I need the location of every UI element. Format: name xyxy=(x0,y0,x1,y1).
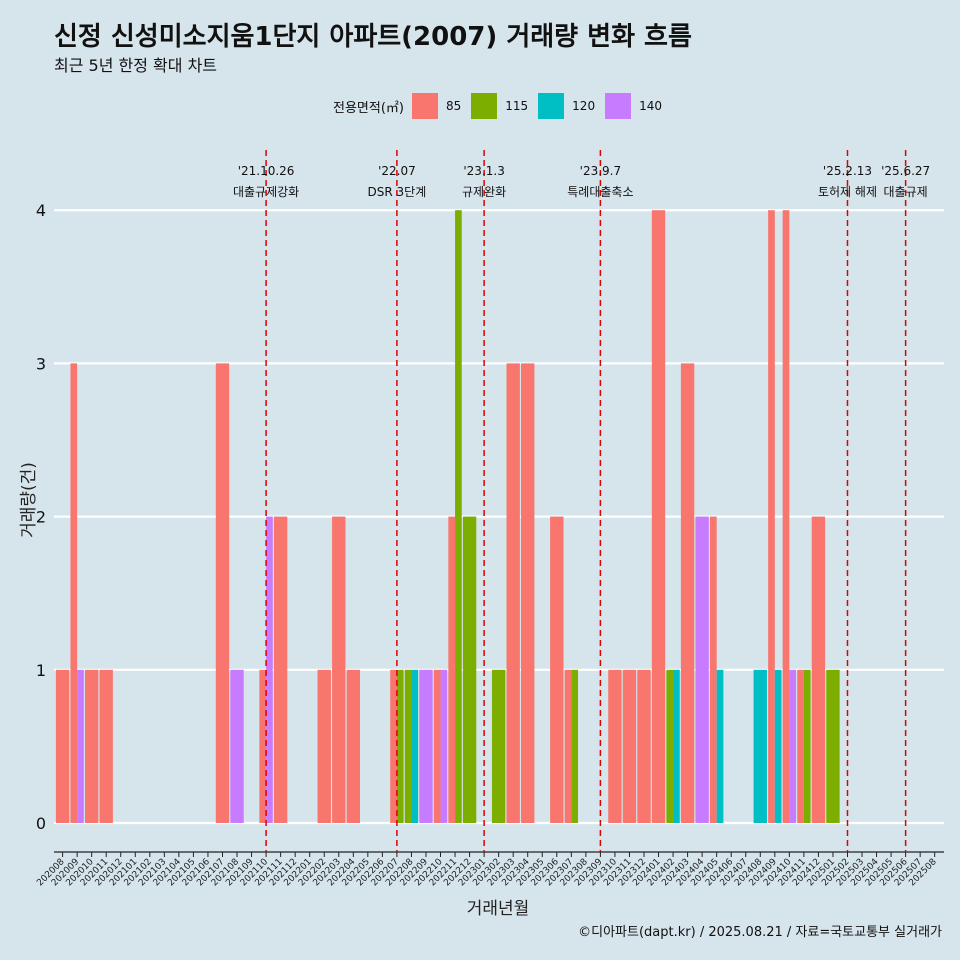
event-date-202502: '25.2.13 xyxy=(823,164,872,178)
bar-120-202402 xyxy=(673,669,680,823)
bar-115-202307 xyxy=(571,669,579,823)
y-tick-label-0: 0 xyxy=(36,814,46,833)
chart-title: 신정 신성미소지움1단지 아파트(2007) 거래량 변화 흐름 xyxy=(54,22,692,52)
chart-subtitle: 최근 5년 한정 확대 차트 xyxy=(54,56,218,75)
bar-140-202404 xyxy=(695,516,709,823)
bar-85-202405 xyxy=(709,516,717,823)
bar-115-202501 xyxy=(826,669,840,823)
bar-115-202212 xyxy=(462,516,477,823)
legend-key-85 xyxy=(411,93,438,119)
bar-85-202410 xyxy=(782,210,790,823)
legend-label-115: 115 xyxy=(505,99,529,113)
bar-140-202009 xyxy=(77,669,84,823)
event-date-202309: '23.9.7 xyxy=(580,164,621,178)
bar-85-202008 xyxy=(55,669,70,823)
event-label-202110: 대출규제강화 xyxy=(233,185,299,199)
bar-140-202209 xyxy=(419,669,433,823)
bar-115-202302 xyxy=(491,669,506,823)
bar-85-202310 xyxy=(608,669,622,823)
event-date-202301: '23.1.3 xyxy=(463,164,504,178)
bar-85-202303 xyxy=(506,363,520,823)
bar-85-202211 xyxy=(448,516,456,823)
event-date-202506: '25.6.27 xyxy=(881,164,930,178)
y-tick-label-2: 2 xyxy=(36,508,46,527)
event-label-202301: 규제완화 xyxy=(462,185,506,199)
bar-85-202210 xyxy=(433,669,441,823)
x-axis-title: 거래년월 xyxy=(467,899,530,919)
legend-item-140: 140 xyxy=(605,93,662,119)
caption: ©디아파트(dapt.kr) / 2025.08.21 / 자료=국토교통부 실… xyxy=(578,925,942,940)
bar-85-202409 xyxy=(768,210,775,823)
bar-85-202202 xyxy=(317,669,331,823)
bar-85-202307 xyxy=(564,669,572,823)
bar-85-202204 xyxy=(346,669,360,823)
bar-85-202107 xyxy=(215,363,230,823)
event-label-202309: 특례대출축소 xyxy=(567,185,633,199)
bar-85-202411 xyxy=(797,669,804,823)
bar-140-202210 xyxy=(440,669,448,823)
event-date-202110: '21.10.26 xyxy=(238,164,295,178)
bar-85-202011 xyxy=(99,669,113,823)
bar-140-202110 xyxy=(266,516,273,823)
bar-85-202111 xyxy=(273,516,288,823)
bar-85-202010 xyxy=(84,669,99,823)
bar-120-202408 xyxy=(753,669,767,823)
bar-85-202203 xyxy=(332,516,346,823)
bar-115-202207 xyxy=(396,669,404,823)
legend-label-85: 85 xyxy=(445,99,462,113)
bar-140-202410 xyxy=(789,669,797,823)
bar-85-202312 xyxy=(637,669,651,823)
bar-85-202009 xyxy=(70,363,78,823)
legend-key-115 xyxy=(471,93,498,119)
legend: 전용면적(㎡) 85 115 120 140 xyxy=(333,93,672,119)
bar-85-202412 xyxy=(811,516,826,823)
bar-85-202403 xyxy=(680,363,695,823)
event-label-202207: DSR 3단계 xyxy=(368,185,427,199)
event-label-202506: 대출규제 xyxy=(884,185,928,199)
event-date-202207: '22.07 xyxy=(378,164,416,178)
bar-85-202207 xyxy=(390,669,397,823)
legend-title: 전용면적(㎡) xyxy=(333,100,404,116)
bar-120-202208 xyxy=(411,669,419,823)
legend-item-85: 85 xyxy=(411,93,462,119)
bar-120-202405 xyxy=(716,669,724,823)
bar-85-202110 xyxy=(259,669,267,823)
legend-key-120 xyxy=(538,93,565,119)
bar-115-202211 xyxy=(455,210,462,823)
bar-115-202208 xyxy=(404,669,412,823)
y-axis-title: 거래량(건) xyxy=(19,462,39,538)
y-tick-label-1: 1 xyxy=(36,661,46,680)
legend-item-115: 115 xyxy=(471,93,528,119)
event-label-202502: 토허제 해제 xyxy=(818,185,877,199)
bar-85-202401 xyxy=(651,210,666,823)
bar-115-202402 xyxy=(666,669,674,823)
legend-label-120: 120 xyxy=(572,99,596,113)
bar-140-202108 xyxy=(230,669,244,823)
bar-115-202411 xyxy=(803,669,811,823)
y-tick-label-3: 3 xyxy=(36,354,46,373)
y-tick-label-4: 4 xyxy=(36,201,46,220)
bar-85-202306 xyxy=(550,516,564,823)
bar-85-202311 xyxy=(622,669,637,823)
bar-120-202409 xyxy=(774,669,782,823)
legend-item-120: 120 xyxy=(538,93,595,119)
legend-key-140 xyxy=(605,93,632,119)
bar-85-202304 xyxy=(521,363,535,823)
legend-label-140: 140 xyxy=(639,99,662,113)
